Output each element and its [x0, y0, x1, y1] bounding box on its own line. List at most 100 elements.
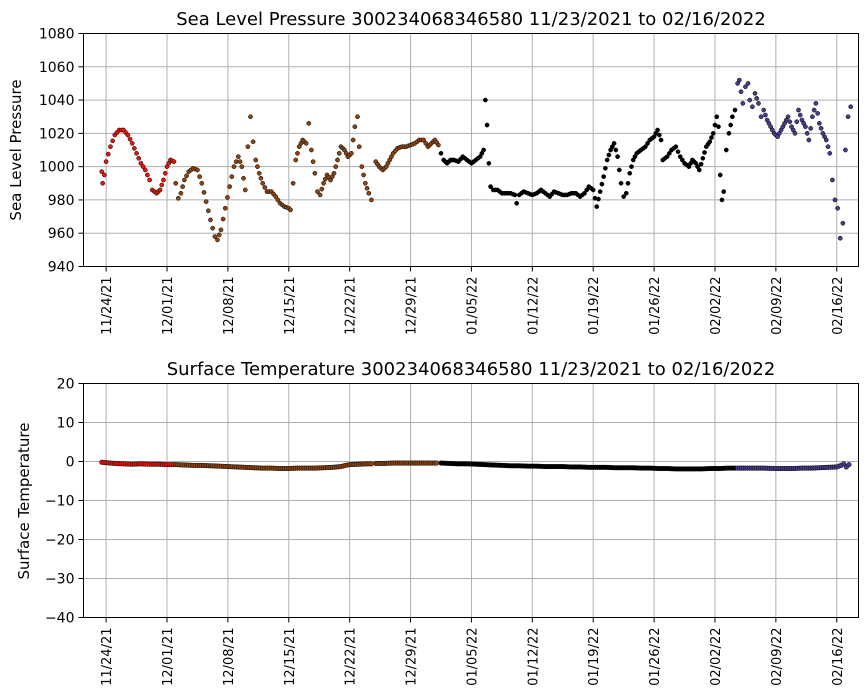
pressure-series-segment-5: [735, 77, 854, 241]
pressure-ytick-label: 960: [48, 226, 75, 242]
pressure-data-point: [512, 192, 518, 198]
pressure-data-point: [290, 180, 296, 186]
pressure-data-point: [288, 207, 293, 213]
pressure-data-point: [726, 131, 732, 136]
pressure-data-point: [817, 121, 822, 126]
pressure-data-point: [717, 172, 723, 178]
temperature-panel: Surface Temperature 300234068346580 11/2…: [15, 359, 859, 686]
pressure-data-point: [719, 197, 725, 203]
pressure-data-point: [616, 167, 622, 173]
pressure-axes: 940 960 980 1000 1020 1040 1060 1080 11/24/21 12/…: [39, 27, 846, 335]
temperature-ytick-label: 0: [66, 455, 75, 471]
pressure-data-point: [818, 126, 824, 131]
temperature-ytick-label: 10: [57, 416, 75, 432]
pressure-data-point: [108, 144, 113, 150]
pressure-data-point: [293, 157, 299, 163]
pressure-xtick-label: 12/01/21: [161, 277, 176, 335]
pressure-data-point: [835, 205, 840, 211]
pressure-data-point: [758, 114, 764, 120]
pressure-data-point: [743, 84, 748, 90]
pressure-data-point: [260, 180, 266, 186]
pressure-data-point: [248, 114, 253, 120]
pressure-data-point: [273, 194, 279, 199]
pressure-data-point: [680, 157, 685, 163]
pressure-data-point: [362, 180, 368, 186]
pressure-data-point: [220, 216, 226, 222]
temperature-series-segment-1: [99, 459, 177, 468]
pressure-data-point: [241, 175, 246, 181]
pressure-data-point: [702, 150, 707, 155]
pressure-data-point: [256, 170, 262, 176]
pressure-data-point: [102, 172, 107, 178]
pressure-ytick-label: 1000: [39, 160, 75, 176]
pressure-panel: Sea Level Pressure 300234068346580 11/23…: [7, 9, 859, 335]
pressure-data-point: [350, 137, 356, 143]
pressure-data-point: [596, 196, 601, 202]
pressure-series-segment-2: [173, 114, 374, 243]
pressure-data-point: [797, 112, 803, 118]
pressure-data-point: [147, 177, 152, 183]
pressure-data-point: [312, 170, 318, 176]
pressure-data-point: [604, 157, 610, 163]
pressure-data-point: [336, 150, 342, 156]
pressure-data-point: [197, 174, 202, 179]
temperature-title: Surface Temperature 300234068346580 11/2…: [167, 359, 776, 380]
pressure-data-point: [136, 155, 142, 161]
temperature-xtick-label: 01/19/22: [587, 628, 602, 686]
pressure-data-point: [315, 189, 320, 194]
pressure-ytick-label: 1080: [39, 27, 75, 43]
pressure-data-point: [229, 174, 235, 179]
pressure-data-point: [796, 107, 801, 113]
pressure-data-point: [582, 190, 587, 196]
pressure-data-point: [235, 154, 241, 160]
pressure-data-point: [161, 177, 166, 183]
pressure-data-point: [481, 147, 486, 153]
pressure-data-point: [182, 177, 187, 183]
pressure-data-point: [317, 192, 323, 198]
pressure-data-point: [99, 169, 105, 174]
pressure-data-point: [132, 145, 137, 151]
temperature-ytick-label: −20: [45, 533, 75, 549]
pressure-data-point: [178, 190, 184, 196]
pressure-data-point: [356, 144, 362, 150]
pressure-data-point: [677, 154, 683, 160]
pressure-data-point: [738, 89, 744, 95]
pressure-series-segment-3: [373, 137, 441, 173]
pressure-grid: [83, 33, 859, 267]
pressure-data-point: [832, 197, 838, 203]
temperature-data-point: [846, 462, 852, 468]
pressure-data-point: [848, 104, 854, 110]
pressure-xtick-label: 01/26/22: [648, 277, 663, 335]
pressure-xtick-label: 12/08/21: [222, 277, 237, 335]
pressure-data-point: [486, 160, 492, 166]
pressure-data-point: [231, 164, 237, 169]
pressure-data-point: [295, 150, 300, 156]
pressure-xtick-label: 11/24/21: [100, 277, 115, 335]
pressure-data-point: [361, 172, 366, 178]
pressure-data-point: [756, 101, 761, 106]
pressure-data-point: [752, 91, 758, 96]
pressure-data-point: [785, 114, 791, 120]
pressure-data-point: [613, 147, 619, 153]
pressure-data-point: [253, 157, 259, 163]
temperature-xtick-label: 12/01/21: [161, 628, 176, 686]
pressure-data-point: [157, 187, 163, 193]
pressure-data-point: [827, 150, 833, 156]
pressure-data-point: [225, 195, 230, 200]
pressure-data-point: [804, 131, 810, 136]
pressure-data-point: [643, 144, 648, 150]
temperature-ytick-label: 20: [57, 377, 75, 393]
pressure-data-point: [275, 197, 281, 203]
temperature-ytick-label: −30: [45, 572, 75, 588]
pressure-data-point: [127, 136, 133, 142]
pressure-data-point: [750, 104, 755, 110]
pressure-data-point: [364, 185, 370, 191]
pressure-data-point: [787, 119, 793, 125]
pressure-data-point: [601, 174, 606, 179]
pressure-data-point: [840, 220, 846, 226]
pressure-data-point: [233, 159, 239, 164]
pressure-data-point: [810, 114, 815, 120]
temperature-xtick-label: 01/12/22: [526, 628, 541, 686]
temperature-axes: −40 −30 −20 −10 0 10 20 11/24/21 12/01/21 12/08/2…: [45, 377, 846, 686]
pressure-data-point: [625, 180, 631, 186]
